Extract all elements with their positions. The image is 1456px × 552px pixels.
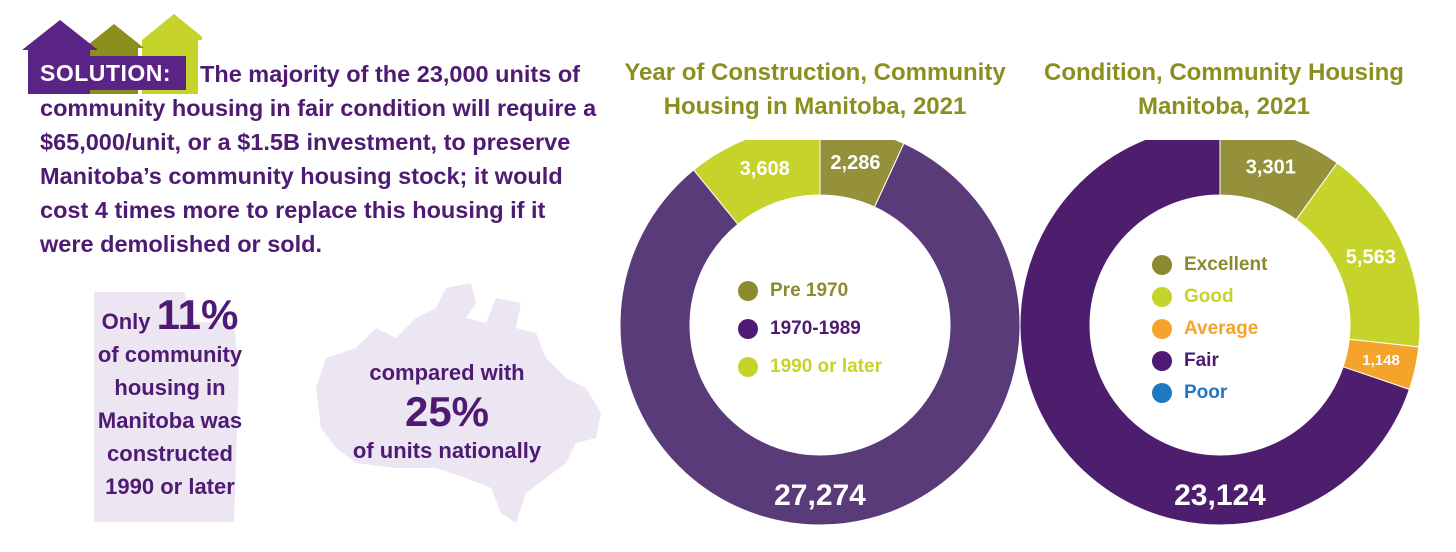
legend-label-good: Good: [1184, 286, 1234, 307]
value-label-good: 5,563: [1346, 246, 1396, 268]
stat-line-4: constructed: [107, 441, 233, 466]
legend-label-average: Average: [1184, 318, 1259, 339]
stat-manitoba-value: 11%: [156, 291, 239, 338]
value-label-pre-1970: 2,286: [830, 152, 880, 174]
legend-label-fair: Fair: [1184, 350, 1219, 371]
value-label-average: 1,148: [1362, 352, 1400, 369]
stat-line-3: Manitoba was: [97, 408, 243, 433]
solution-statement: The majority of the 23,000 units of comm…: [40, 57, 605, 261]
legend-item-good: Good: [1152, 281, 1267, 313]
national-stat-line-2: of units nationally: [352, 438, 542, 463]
solution-tag-bg: [36, 56, 186, 90]
legend-swatch-poor: [1152, 383, 1172, 403]
value-label-1990-or-later: 3,608: [740, 158, 790, 180]
legend-swatch-average: [1152, 319, 1172, 339]
national-stat-line-1: compared with: [369, 360, 525, 385]
legend-item-average: Average: [1152, 313, 1267, 345]
solution-tag: SOLUTION:: [40, 60, 171, 86]
stat-line-5: 1990 or later: [105, 474, 235, 499]
year-legend: Pre 1970 1970-1989 1990 or later: [738, 272, 882, 386]
national-stat-value: 25%: [404, 388, 490, 435]
value-label-fair: 23,124: [1174, 479, 1266, 512]
manitoba-stat: Only 11% of community housing in Manitob…: [60, 294, 280, 503]
condition-donut: 3,301 5,563 1,148 23,124: [1019, 140, 1421, 526]
value-label-excellent: 3,301: [1246, 156, 1296, 178]
legend-swatch-fair: [1152, 351, 1172, 371]
slice-1990-or-later: [692, 140, 821, 225]
stat-prefix: Only: [101, 309, 151, 334]
legend-label-pre-1970: Pre 1970: [770, 280, 849, 301]
condition-chart-title: Condition, Community Housing Manitoba, 2…: [1044, 59, 1404, 120]
legend-label-1970-1989: 1970-1989: [770, 318, 861, 339]
legend-item-excellent: Excellent: [1152, 249, 1267, 281]
legend-item-pre-1970: Pre 1970: [738, 272, 882, 310]
legend-label-1990-or-later: 1990 or later: [770, 356, 882, 377]
stat-line-1: of community: [97, 342, 243, 367]
houses-logo: [22, 14, 202, 94]
legend-item-poor: Poor: [1152, 377, 1267, 409]
legend-item-fair: Fair: [1152, 345, 1267, 377]
legend-label-poor: Poor: [1184, 382, 1228, 403]
slice-1970-1989: [619, 142, 1021, 526]
year-chart-title: Year of Construction, Community Housing …: [624, 59, 1006, 120]
legend-swatch-1990-or-later: [738, 357, 758, 377]
canada-map-silhouette: [316, 283, 601, 523]
year-of-construction-donut: 2,286 27,274 3,608: [619, 140, 1021, 526]
legend-swatch-pre-1970: [738, 281, 758, 301]
manitoba-map-silhouette: [94, 292, 239, 522]
legend-swatch-good: [1152, 287, 1172, 307]
stat-line-2: housing in: [114, 375, 226, 400]
condition-legend: Excellent Good Average Fair Poor: [1152, 249, 1267, 409]
legend-label-excellent: Excellent: [1184, 254, 1268, 275]
national-stat: compared with 25% of units nationally: [322, 358, 572, 466]
legend-item-1990-or-later: 1990 or later: [738, 348, 882, 386]
legend-item-1970-1989: 1970-1989: [738, 310, 882, 348]
legend-swatch-1970-1989: [738, 319, 758, 339]
value-label-1970-1989: 27,274: [774, 479, 866, 512]
slice-fair: [1019, 140, 1410, 526]
solution-text: The majority of the 23,000 units of comm…: [40, 61, 597, 257]
legend-swatch-excellent: [1152, 255, 1172, 275]
